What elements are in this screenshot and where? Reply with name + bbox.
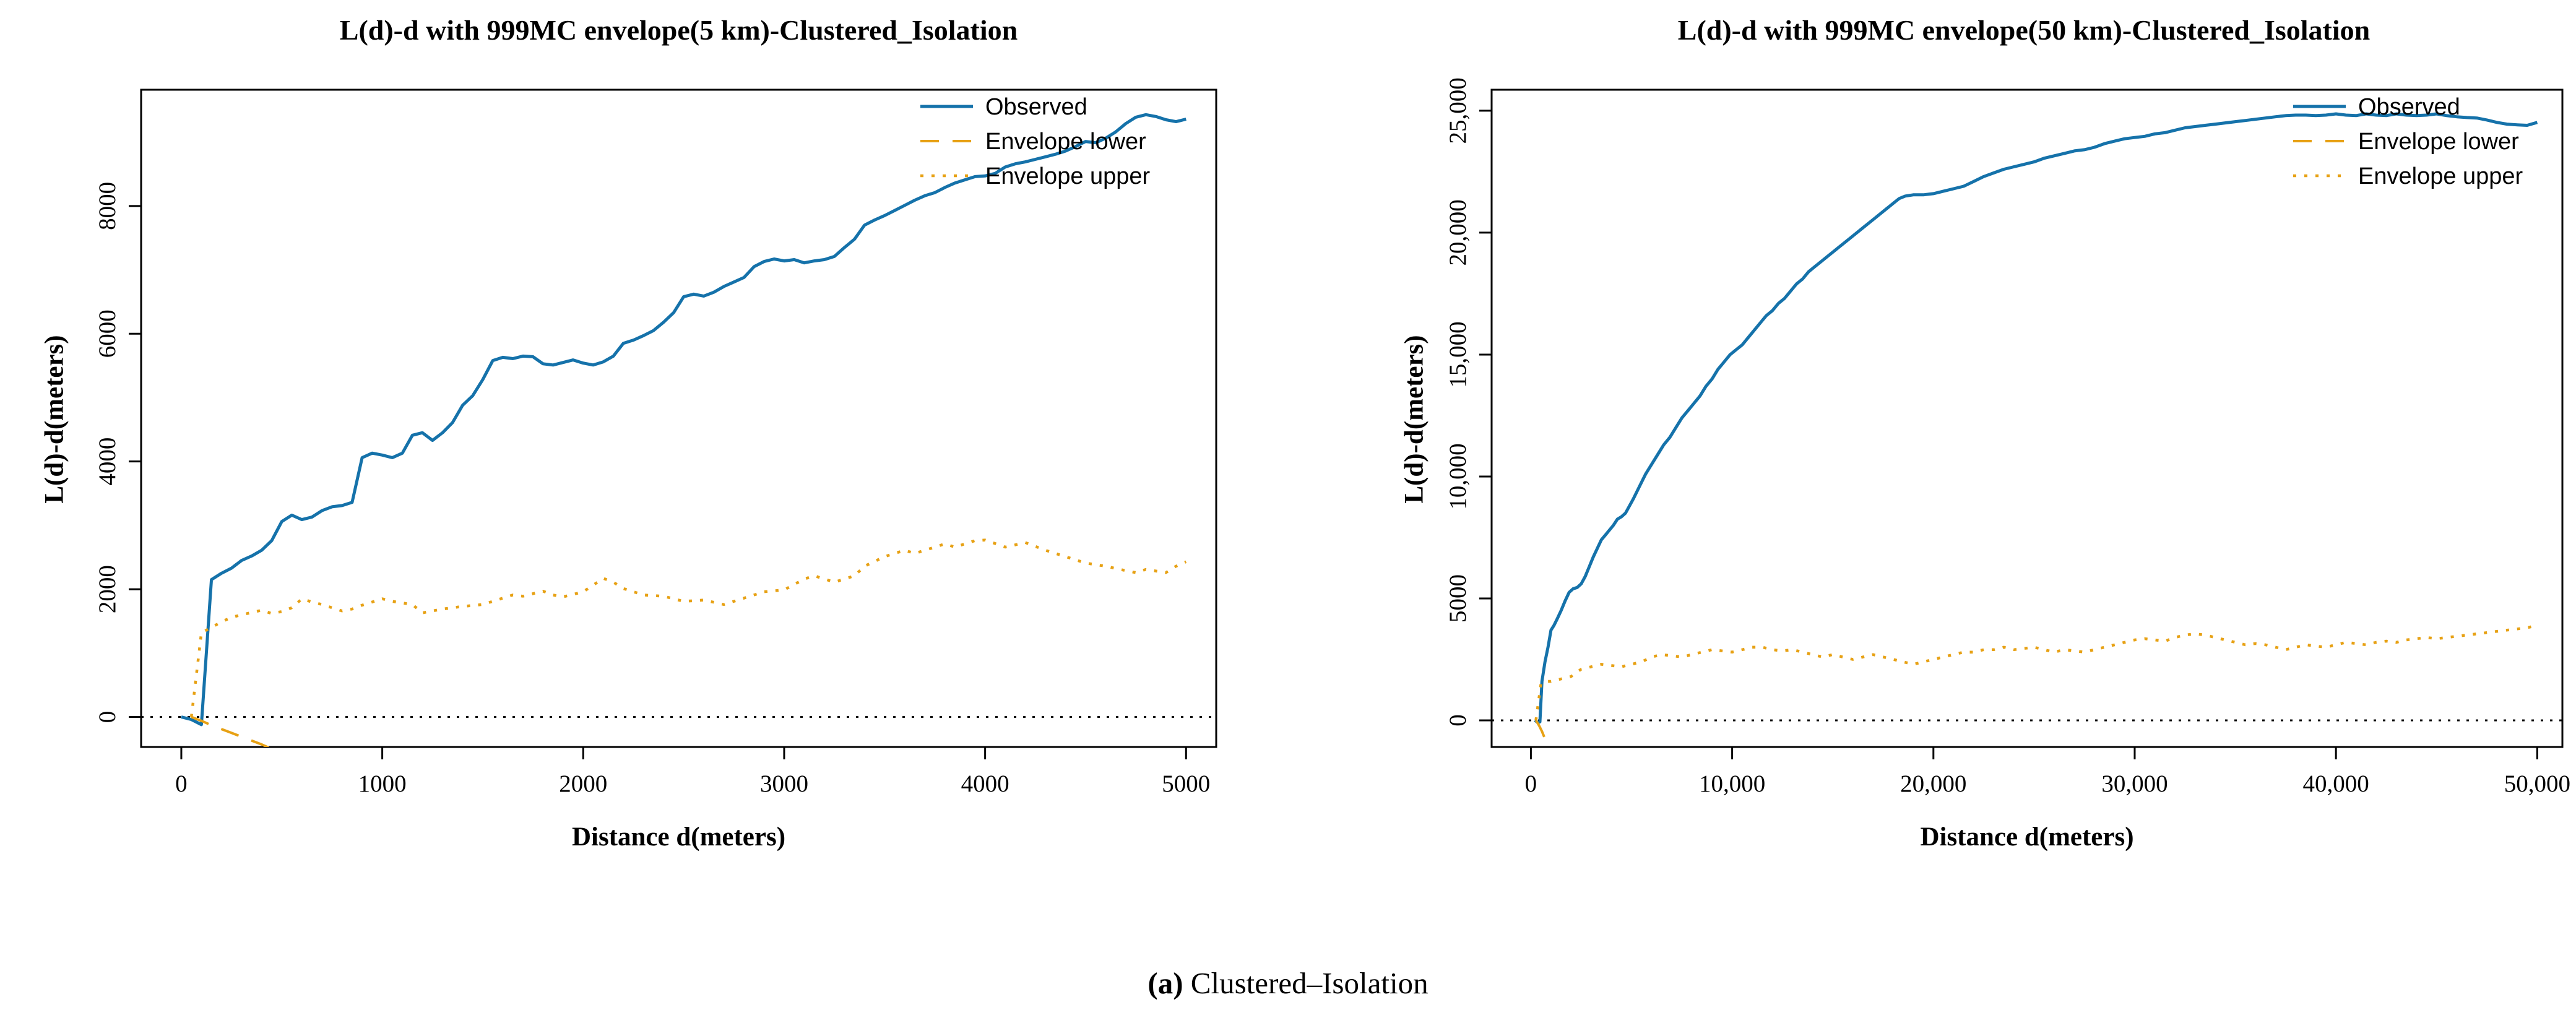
y-tick-label: 0 [94,711,121,723]
chart-0: 0 1000 2000 3000 4000 5000 0 2000 4000 6000 8000 Ob… [94,88,1217,797]
envelope-upper-line [189,538,1187,717]
right-plot-title: L(d)-d with 999MC envelope(50 km)-Cluste… [1677,14,2371,46]
y-tick-label: 20,000 [1445,199,1471,265]
plot-frame [1490,88,2564,748]
left-x-axis-label: Distance d(meters) [571,822,786,852]
legend-label: Observed [2358,94,2460,120]
legend-label: Observed [985,94,1087,120]
x-tick-label: 50,000 [2504,770,2570,797]
figure-caption: (a) Clustered–Isolation [0,965,2576,1001]
chart-1: 0 10,000 20,000 30,000 40,000 50,000 0 5000 10,0… [1445,77,2570,797]
envelope-lower-line [191,715,270,747]
x-tick-label: 2000 [559,770,607,797]
legend-label: Envelope upper [2358,163,2523,189]
y-tick-label: 10,000 [1445,443,1471,509]
envelope-upper-line [1534,624,2538,721]
caption-index: (a) [1148,966,1183,1000]
plot-frame [140,88,1217,748]
x-tick-label: 5000 [1162,770,1210,797]
x-tick-label: 40,000 [2303,770,2369,797]
y-tick-label: 4000 [94,438,121,486]
y-tick-label: 2000 [94,565,121,613]
x-tick-label: 30,000 [2101,770,2168,797]
right-x-axis-label: Distance d(meters) [1920,822,2134,852]
observed-line [1534,112,2538,725]
y-tick-label: 15,000 [1445,321,1471,387]
y-tick-label: 0 [1445,714,1471,727]
legend-label: Envelope lower [985,129,1146,155]
y-tick-label: 25,000 [1445,77,1471,144]
left-plot-title: L(d)-d with 999MC envelope(5 km)-Cluster… [339,14,1018,46]
y-tick-label: 5000 [1445,574,1471,623]
x-tick-label: 10,000 [1699,770,1765,797]
legend-label: Envelope lower [2358,129,2519,155]
caption-text: Clustered–Isolation [1183,966,1428,1000]
y-tick-label: 8000 [94,182,121,230]
y-tick-label: 6000 [94,309,121,358]
x-tick-label: 0 [1525,770,1537,797]
x-tick-label: 1000 [358,770,407,797]
x-tick-label: 4000 [961,770,1009,797]
x-tick-label: 20,000 [1900,770,1966,797]
envelope-lower-line [1534,719,1550,747]
x-tick-label: 0 [175,770,188,797]
legend-label: Envelope upper [985,163,1151,189]
observed-line [181,113,1186,727]
x-tick-label: 3000 [760,770,808,797]
